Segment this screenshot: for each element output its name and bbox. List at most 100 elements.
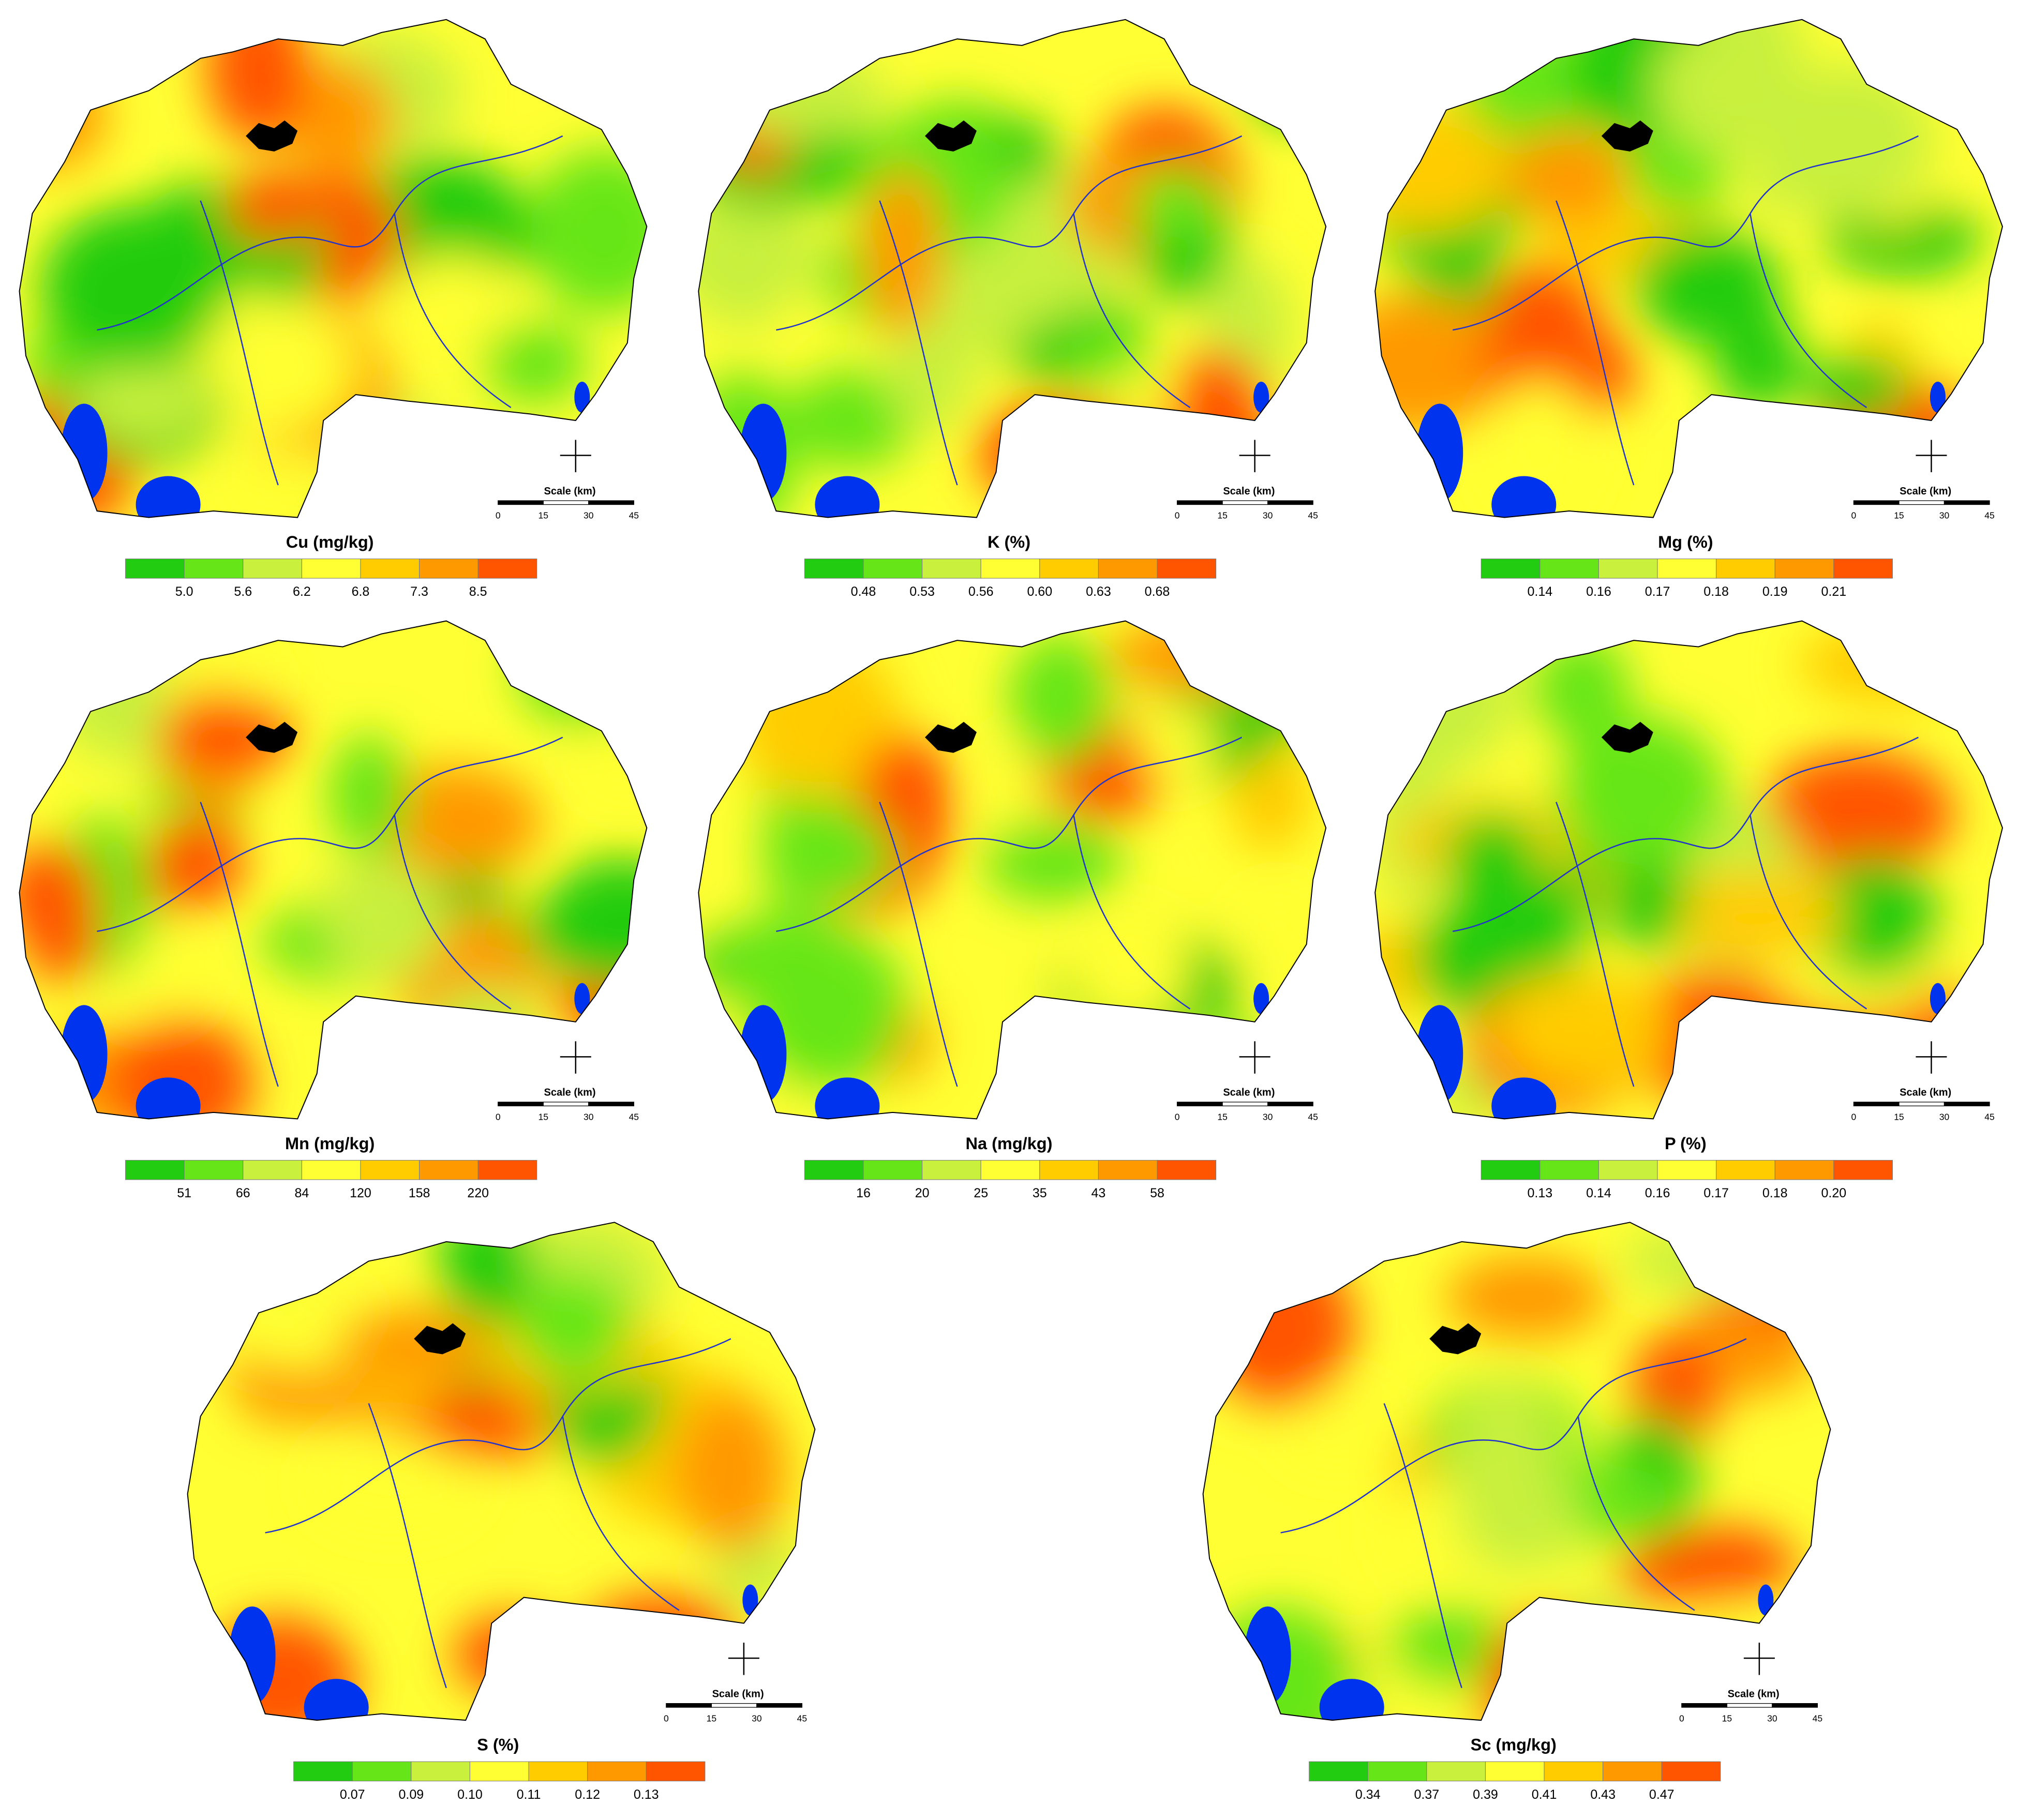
legend-swatch xyxy=(1657,1160,1717,1180)
surface-blob xyxy=(676,1391,788,1553)
legend-swatch xyxy=(1544,1761,1604,1782)
surface-blob xyxy=(1444,810,1543,910)
surface-blob xyxy=(424,983,540,1101)
river xyxy=(1750,815,1867,1010)
scale-segment xyxy=(1944,500,1990,505)
legend-swatch xyxy=(1539,1160,1599,1180)
map-panel: Scale (km) 0 15 30 45 Sc (mg/kg) 0.34 0.37 0.39 0… xyxy=(1202,1222,1831,1802)
scale-title: Scale (km) xyxy=(1900,1087,1951,1099)
legend-swatch xyxy=(1833,559,1893,579)
scale-tick-label: 30 xyxy=(1263,510,1273,521)
legend-swatch xyxy=(1426,1761,1486,1782)
legend-tick-label: 0.21 xyxy=(1821,584,1847,599)
scale-segment xyxy=(1772,1703,1818,1708)
surface-blob xyxy=(1652,22,1791,154)
river xyxy=(1453,736,1919,932)
surface-blob xyxy=(1633,229,1782,344)
scale-tick-label: 30 xyxy=(752,1713,762,1723)
map-panel: Scale (km) 0 15 30 45 Na (mg/kg) 16 20 25 35 43 58 xyxy=(698,620,1327,1200)
surface xyxy=(698,19,1326,518)
legend-tick-label: 0.53 xyxy=(909,584,935,599)
scale-title: Scale (km) xyxy=(1900,486,1951,497)
scale-tick-label: 0 xyxy=(1175,1111,1180,1122)
city xyxy=(924,120,977,152)
surface-blob xyxy=(1445,1256,1608,1340)
scale-tick-label: 45 xyxy=(1308,510,1318,521)
legend-swatch xyxy=(1481,559,1541,579)
surface-blob xyxy=(1008,634,1114,764)
scale-segment xyxy=(1222,500,1268,505)
river xyxy=(394,213,512,409)
surface-blob xyxy=(1375,294,1509,434)
scale-title: Scale (km) xyxy=(1223,1087,1275,1099)
lake xyxy=(815,476,880,518)
legend-swatch xyxy=(360,559,420,579)
map-area xyxy=(19,621,647,1119)
river xyxy=(1556,200,1635,486)
country-outline xyxy=(187,1222,816,1721)
scale-segment xyxy=(1853,1102,1900,1106)
scale-tick-label: 0 xyxy=(1851,1111,1857,1122)
scale-segment xyxy=(498,500,544,505)
map-title: Mn (mg/kg) xyxy=(285,1134,375,1153)
scale-segment xyxy=(1267,1102,1313,1106)
legend-swatch xyxy=(1039,1160,1099,1180)
city xyxy=(1601,721,1653,753)
scale-tick-label: 30 xyxy=(1939,1111,1950,1122)
legend-tick-label: 16 xyxy=(856,1186,871,1200)
scale-tick-label: 0 xyxy=(664,1713,669,1723)
legend-swatch xyxy=(243,1160,302,1180)
scale-title: Scale (km) xyxy=(1223,486,1275,497)
legend-tick-label: 0.41 xyxy=(1532,1787,1557,1802)
scale-tick-label: 45 xyxy=(1813,1713,1822,1723)
surface-blob xyxy=(1761,751,1954,876)
river xyxy=(200,802,279,1087)
scale-tick-label: 15 xyxy=(707,1713,716,1723)
country-outline xyxy=(698,19,1327,518)
map-panel: Scale (km) 0 15 30 45 K (%) 0.48 0.53 0.56 0.60 0.… xyxy=(698,19,1327,599)
map-area xyxy=(1375,19,2002,518)
lake xyxy=(1491,1077,1557,1119)
scale-title: Scale (km) xyxy=(712,1688,764,1699)
surface-blob xyxy=(861,167,943,336)
surface-blob xyxy=(1492,971,1671,1089)
scale-tick-label: 45 xyxy=(797,1713,807,1723)
map-area xyxy=(1375,621,2002,1119)
surface-blob xyxy=(1107,621,1292,693)
scale-tick-label: 15 xyxy=(1722,1713,1732,1723)
legend-swatch xyxy=(1098,1160,1158,1180)
surface-blob xyxy=(787,369,916,469)
legend-tick-label: 220 xyxy=(467,1186,489,1200)
river xyxy=(879,200,958,486)
country-outline xyxy=(1202,1222,1831,1721)
river xyxy=(879,802,958,1087)
surface-blob xyxy=(574,694,647,800)
surface-blob xyxy=(1810,856,1940,982)
surface-blob xyxy=(517,621,646,727)
lake xyxy=(740,403,787,502)
scale-segment xyxy=(1267,500,1313,505)
surface-blob xyxy=(1375,103,1511,232)
surface-blob xyxy=(1553,716,1725,866)
legend-swatch xyxy=(1157,559,1217,579)
scale-segment xyxy=(588,1102,634,1106)
scale-tick-label: 15 xyxy=(1894,510,1904,521)
scale-title: Scale (km) xyxy=(544,486,596,497)
scale-segment xyxy=(498,1102,544,1106)
legend-swatch xyxy=(1481,1160,1541,1180)
lake xyxy=(1930,983,1946,1014)
surface-blob xyxy=(1133,164,1218,240)
legend-tick-label: 0.14 xyxy=(1586,1186,1611,1200)
surface-blob xyxy=(1246,19,1326,125)
river xyxy=(1073,815,1191,1010)
surface-blob xyxy=(220,449,362,515)
surface-blob xyxy=(40,206,229,369)
scale-tick-label: 0 xyxy=(496,510,501,521)
legend-swatch xyxy=(301,1160,361,1180)
legend-tick-label: 0.68 xyxy=(1145,584,1170,599)
scale-segment xyxy=(1222,1102,1268,1106)
scale-segment xyxy=(1944,1102,1990,1106)
surface-blob xyxy=(337,1307,495,1380)
legend-swatch xyxy=(411,1761,470,1782)
